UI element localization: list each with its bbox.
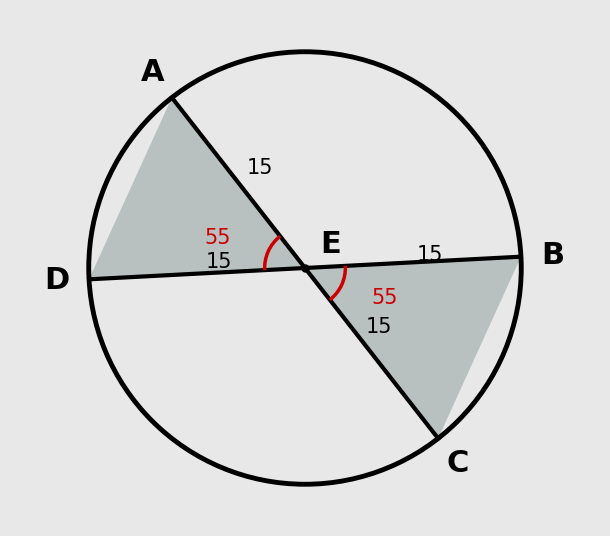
Polygon shape bbox=[305, 257, 521, 438]
Text: 15: 15 bbox=[247, 158, 273, 178]
Text: 15: 15 bbox=[206, 252, 232, 272]
Text: D: D bbox=[45, 266, 70, 295]
Text: B: B bbox=[541, 241, 564, 270]
Text: A: A bbox=[140, 58, 164, 87]
Text: E: E bbox=[321, 230, 342, 259]
Text: 55: 55 bbox=[371, 288, 398, 308]
Text: 15: 15 bbox=[417, 245, 443, 265]
Text: C: C bbox=[447, 449, 469, 478]
Polygon shape bbox=[89, 98, 305, 279]
Text: 55: 55 bbox=[204, 228, 231, 248]
Text: 15: 15 bbox=[365, 317, 392, 337]
